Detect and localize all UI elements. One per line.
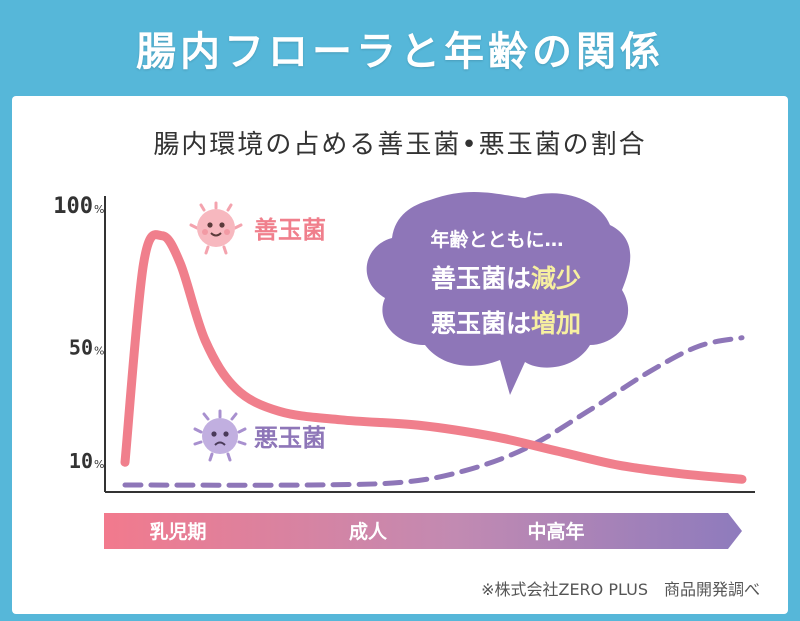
series-label-good: 善玉菌 xyxy=(254,216,326,244)
bubble-line3: 悪玉菌は増加 xyxy=(431,309,581,338)
y-tick-unit-1: % xyxy=(94,345,104,358)
bubble-line1: 年齢とともに… xyxy=(430,228,563,251)
bubble-line2-prefix: 善玉菌は xyxy=(431,264,531,293)
stage-label-1: 成人 xyxy=(349,520,388,543)
y-tick-label-2: 10 xyxy=(69,449,93,473)
bubble-line3-highlight: 増加 xyxy=(531,309,581,338)
y-tick-unit-0: % xyxy=(94,203,104,216)
frowning-bacteria-icon xyxy=(195,411,245,460)
y-tick-label-1: 50 xyxy=(69,336,93,360)
stage-label-2: 中高年 xyxy=(527,520,584,543)
annotation-bubble: 年齢とともに… 善玉菌は減少 悪玉菌は増加 xyxy=(367,192,631,395)
y-tick-unit-2: % xyxy=(94,458,104,471)
series-label-bad: 悪玉菌 xyxy=(254,424,326,452)
bubble-line3-prefix: 悪玉菌は xyxy=(431,309,531,338)
y-ticks: 100%50%10% xyxy=(53,194,104,473)
bubble-line2-highlight: 減少 xyxy=(531,264,581,293)
smiling-bacteria-icon xyxy=(191,203,241,253)
y-tick-label-0: 100 xyxy=(53,194,93,219)
bubble-shape xyxy=(367,192,631,395)
bubble-line2: 善玉菌は減少 xyxy=(431,264,581,293)
stage-label-0: 乳児期 xyxy=(149,520,206,543)
